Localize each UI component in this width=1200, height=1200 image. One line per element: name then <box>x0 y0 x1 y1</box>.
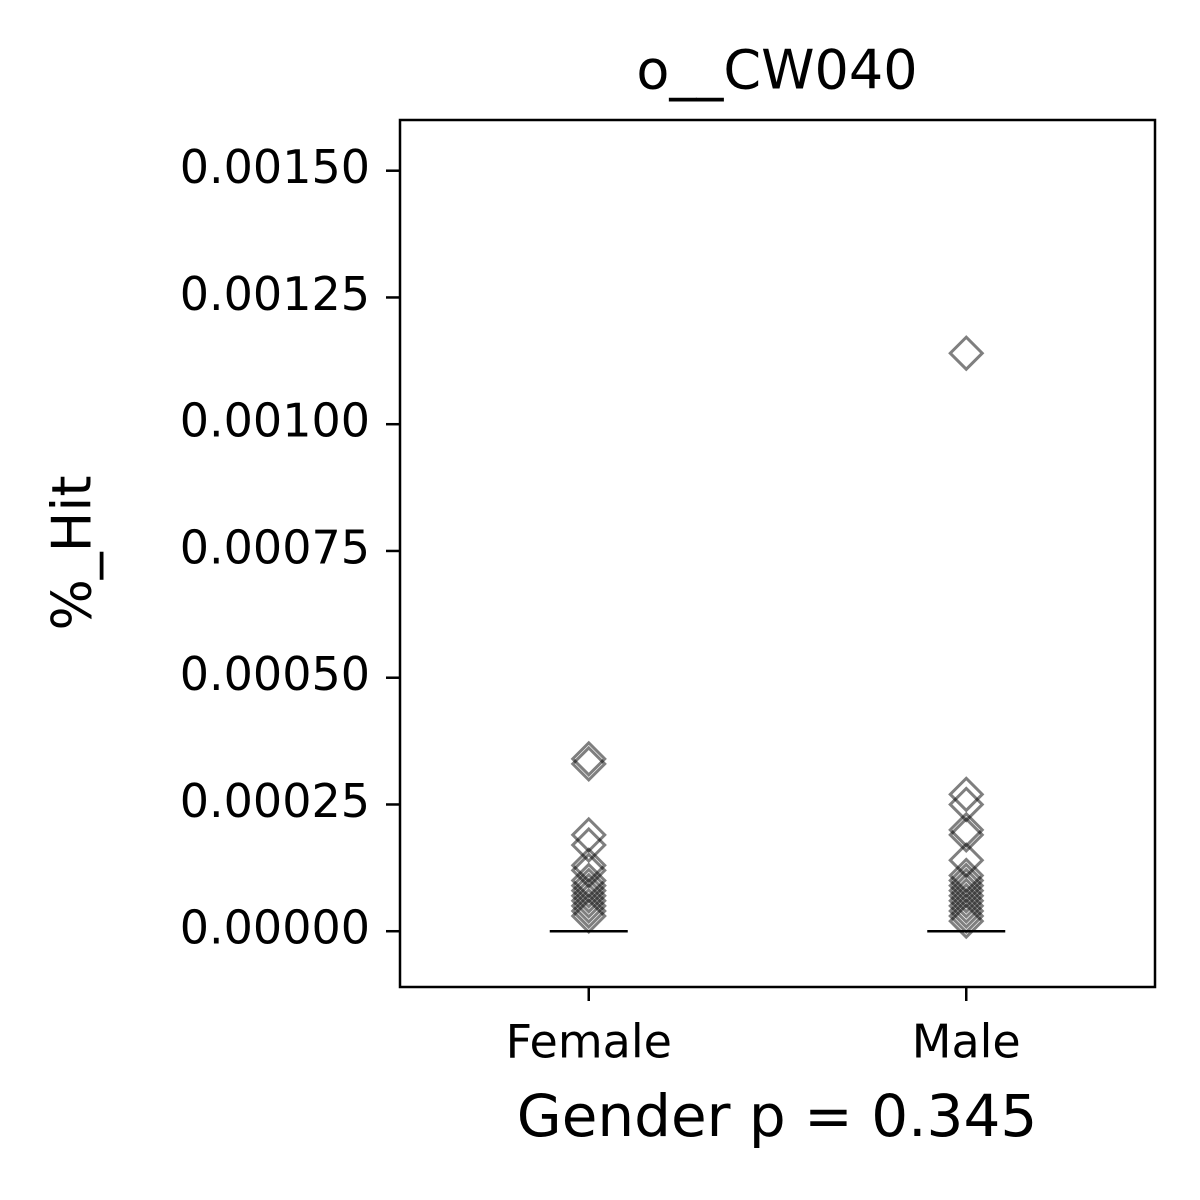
point <box>948 816 985 854</box>
x-axis-label: Gender p = 0.345 <box>517 1082 1038 1150</box>
x-tick-label: Female <box>506 1015 672 1069</box>
point <box>570 892 607 930</box>
point <box>948 877 985 914</box>
y-tick-label: 0.00150 <box>180 140 370 194</box>
point <box>570 872 607 909</box>
y-axis-label: %_Hit <box>41 475 104 630</box>
point <box>948 882 985 919</box>
point <box>570 816 607 854</box>
point <box>948 892 985 930</box>
y-tick-label: 0.00000 <box>180 901 370 955</box>
y-tick-label: 0.00025 <box>180 774 370 828</box>
point <box>948 902 985 940</box>
plot-frame <box>398 118 1157 989</box>
point <box>570 826 607 864</box>
chart-title: o__CW040 <box>636 39 917 102</box>
point <box>570 745 607 783</box>
y-tick-label: 0.00075 <box>180 520 370 574</box>
x-tick-label: Male <box>912 1015 1021 1069</box>
point <box>570 877 607 914</box>
point <box>948 897 985 935</box>
point <box>570 740 607 777</box>
y-tick-label: 0.00050 <box>180 647 370 701</box>
point <box>570 897 607 935</box>
y-tick-label: 0.00125 <box>180 267 370 321</box>
y-tick-label: 0.00100 <box>180 394 370 448</box>
point <box>570 887 607 924</box>
point <box>948 776 985 813</box>
point <box>948 335 985 372</box>
point <box>570 882 607 919</box>
point <box>948 887 985 924</box>
